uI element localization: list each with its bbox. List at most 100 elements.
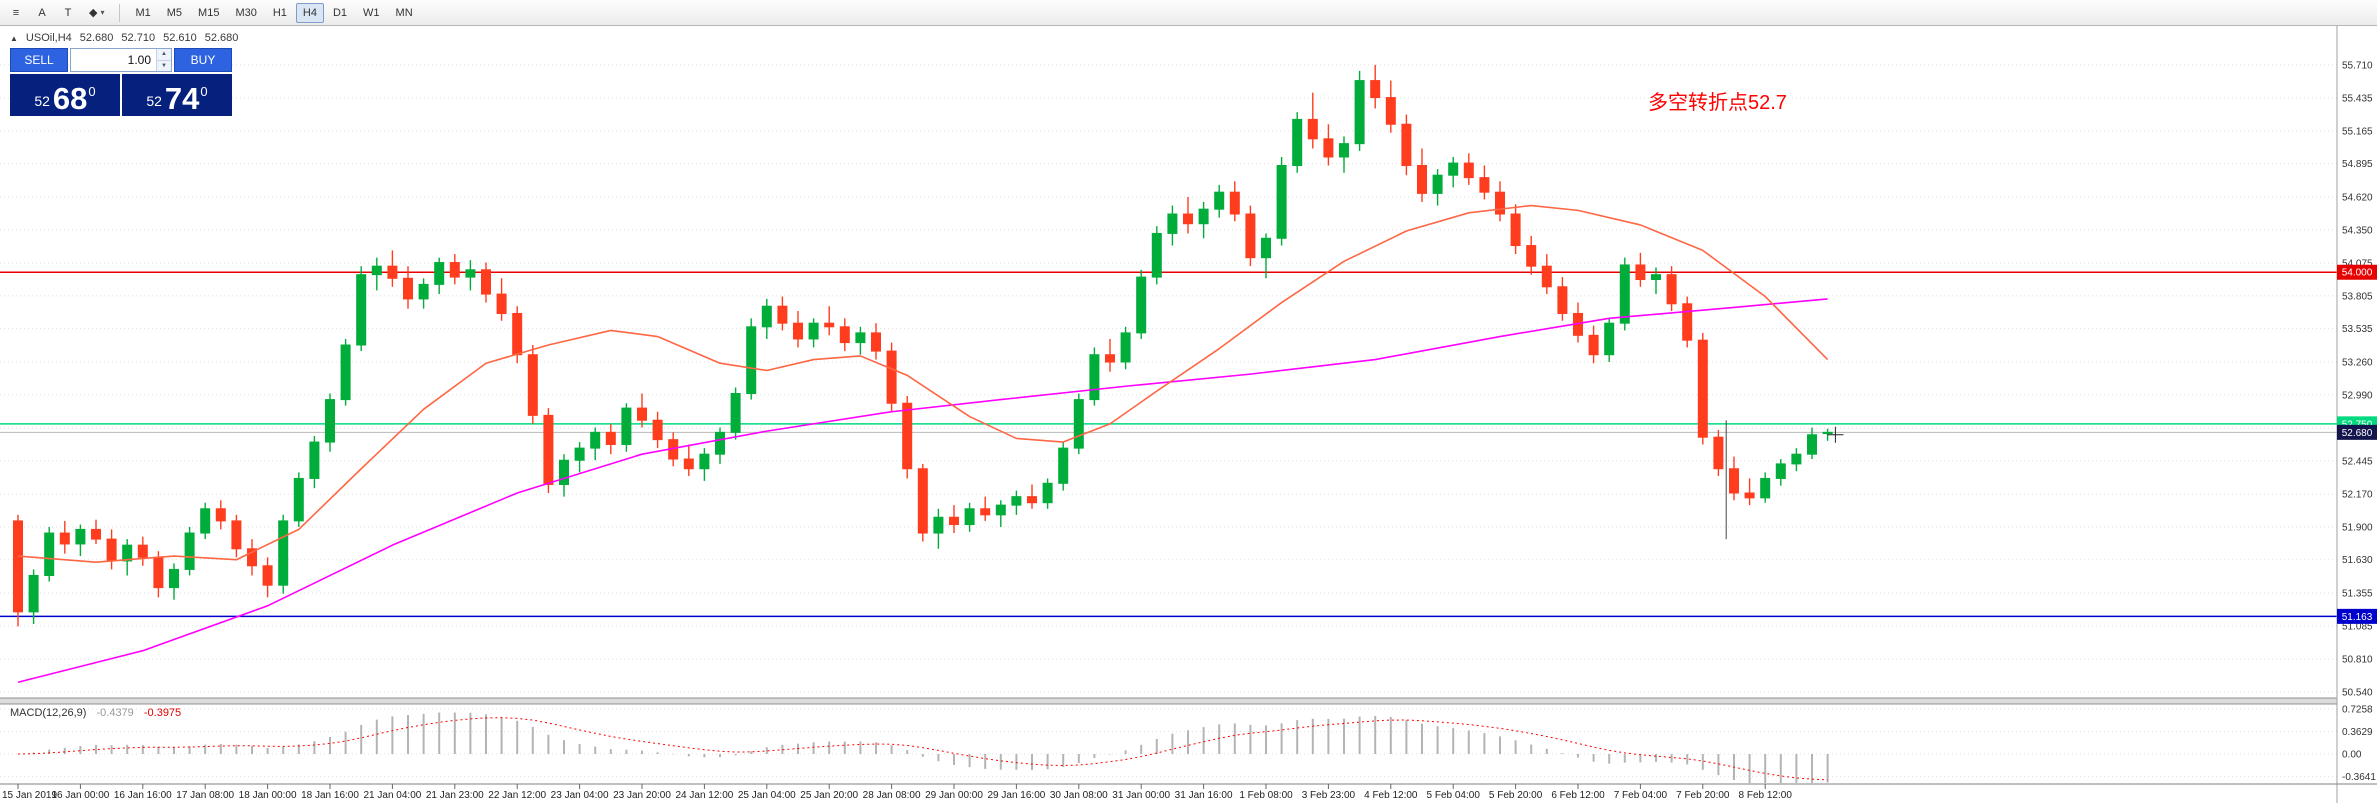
candle-body [1151, 232, 1162, 278]
axis-label: 0.7258 [2342, 705, 2373, 716]
timeframe-button-M5[interactable]: M5 [166, 6, 183, 19]
buy-price-box[interactable]: 52 74 0 [122, 74, 232, 116]
candle-body [1807, 434, 1817, 455]
chart-symbol-icon: ▲ [10, 33, 18, 43]
timeframe-button-M1[interactable]: M1 [135, 6, 151, 19]
candle-body [1073, 399, 1084, 449]
macd-indicator-label: MACD(12,26,9) -0.4379 -0.3975 [10, 707, 181, 719]
candle-body [777, 305, 788, 324]
time-axis-label: 6 Feb 12:00 [1551, 790, 1605, 801]
candle-body [527, 354, 538, 416]
candle-body [1666, 274, 1677, 305]
time-axis-label: 16 Jan 16:00 [114, 790, 172, 801]
macd-name: MACD(12,26,9) [10, 707, 87, 719]
candle-body [574, 447, 585, 461]
candle-body [1682, 303, 1693, 341]
axis-label: 54.350 [2342, 225, 2373, 236]
timeframe-button-M30[interactable]: M30 [235, 6, 257, 19]
candle-body [481, 269, 491, 295]
candle-body [1448, 162, 1459, 176]
volume-input[interactable]: 1.00 ▲ ▼ [70, 48, 172, 72]
timeframe-button-group: M1 M5 M15 M30 H1 H4 D1 W1 MN [128, 2, 419, 23]
candle-body [153, 556, 164, 589]
pane-splitter[interactable] [0, 698, 2377, 704]
sell-price-whole: 52 [34, 93, 50, 109]
chart-canvas: 55.710 55.435 55.165 54.895 54.620 54.350 54.0… [0, 26, 2377, 803]
sell-button[interactable]: SELL [10, 48, 68, 72]
buy-price-whole: 52 [146, 93, 162, 109]
axis-label: 52.170 [2342, 490, 2373, 501]
candle-body [449, 262, 460, 278]
candle-body [1370, 80, 1381, 99]
timeframe-button-H1[interactable]: H1 [272, 6, 287, 19]
candle-body [1136, 276, 1147, 334]
timeframe-button-MN[interactable]: MN [395, 6, 413, 19]
axis-label: 54.895 [2342, 159, 2373, 170]
axis-price-marker [2337, 608, 2377, 624]
cursor-tool-button[interactable]: A [38, 6, 46, 19]
time-axis-label: 8 Feb 12:00 [1739, 790, 1793, 801]
timeframe-button-M15[interactable]: M15 [198, 6, 220, 19]
chevron-down-icon: ▾ [100, 8, 105, 17]
candle-body [278, 520, 289, 586]
candle-body [715, 431, 725, 455]
candle-body [637, 407, 647, 421]
one-click-trading-panel: SELL 1.00 ▲ ▼ BUY 52 68 0 52 [10, 48, 232, 116]
ohlc-close: 52.680 [204, 32, 239, 44]
time-axis-label: 21 Jan 04:00 [363, 790, 421, 801]
candle-body [1635, 264, 1646, 281]
candle-body [1292, 118, 1303, 166]
candle-body [293, 477, 304, 522]
axis-label: 51.355 [2342, 589, 2373, 600]
time-axis-label: 18 Jan 16:00 [301, 790, 359, 801]
timeframe-button-D1[interactable]: D1 [332, 6, 348, 19]
candle-body [106, 538, 117, 562]
text-tool-button[interactable]: T [64, 6, 72, 19]
time-axis-label: 23 Jan 04:00 [551, 790, 609, 801]
candle-body [824, 322, 835, 328]
candles-layer [13, 64, 1833, 627]
candle-body [1354, 80, 1365, 145]
time-axis-label: 18 Jan 00:00 [239, 790, 297, 801]
time-axis-label: 22 Jan 12:00 [488, 790, 546, 801]
menu-icon[interactable]: ≡ [12, 6, 20, 19]
candle-body [44, 532, 55, 576]
candle-body [1198, 208, 1209, 225]
candle-body [1339, 143, 1349, 158]
candle-body [340, 344, 351, 401]
timeframe-button-W1[interactable]: W1 [363, 6, 380, 19]
sell-price-box[interactable]: 52 68 0 [10, 74, 120, 116]
candle-body [1042, 482, 1053, 504]
candle-body [309, 441, 320, 479]
axis-price-marker-label: 51.163 [2342, 612, 2373, 623]
time-axis-label: 5 Feb 04:00 [1427, 790, 1481, 801]
time-axis-label: 5 Feb 20:00 [1489, 790, 1543, 801]
candle-body [1401, 123, 1412, 166]
axis-price-marker-label: 54.000 [2342, 268, 2373, 279]
buy-button[interactable]: BUY [174, 48, 232, 72]
candle-body [902, 402, 913, 470]
timeframe-button-H4[interactable]: H4 [295, 2, 324, 23]
chart-window: ▲ USOil,H4 52.680 52.710 52.610 52.680 S… [0, 26, 2377, 803]
time-axis-label: 7 Feb 20:00 [1676, 790, 1730, 801]
ohlc-low: 52.610 [163, 32, 197, 44]
shapes-tool-button[interactable]: ◆ ▾ [82, 3, 111, 23]
candle-body [1323, 138, 1334, 158]
toolbar: ≡ A T ◆ ▾ M1 M5 M15 M30 H1 H4 D1 W1 MN [0, 0, 2377, 26]
candle-body [387, 265, 398, 279]
volume-value[interactable]: 1.00 [127, 53, 151, 67]
chart-text-annotation[interactable]: 多空转折点52.7 [1648, 92, 1787, 114]
candle-body [559, 459, 569, 486]
candle-body [1526, 245, 1537, 267]
candle-body [371, 265, 382, 276]
candle-body [59, 532, 70, 545]
macd-main-value: -0.4379 [96, 707, 134, 719]
time-axis-label: 28 Jan 08:00 [863, 790, 921, 801]
volume-down-button[interactable]: ▼ [157, 60, 171, 71]
time-axis-label: 1 Feb 08:00 [1239, 790, 1293, 801]
volume-up-button[interactable]: ▲ [157, 49, 171, 61]
time-axis-label: 17 Jan 08:00 [176, 790, 234, 801]
candle-body [215, 508, 226, 522]
horizontal-line-objects[interactable] [0, 271, 2337, 618]
candle-body [1729, 468, 1739, 494]
